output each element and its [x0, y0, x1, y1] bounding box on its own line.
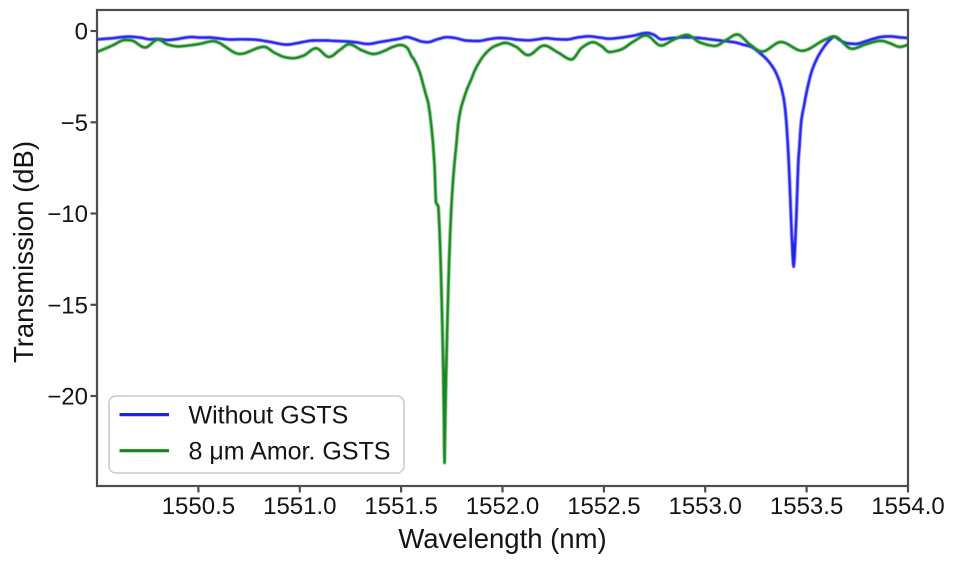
svg-text:−10: −10: [47, 201, 88, 228]
svg-text:1551.0: 1551.0: [263, 493, 336, 520]
svg-text:1553.0: 1553.0: [668, 493, 741, 520]
svg-text:1552.5: 1552.5: [567, 493, 640, 520]
svg-text:1550.5: 1550.5: [162, 493, 235, 520]
svg-text:Without GSTS: Without GSTS: [189, 401, 349, 429]
svg-text:1552.0: 1552.0: [466, 493, 539, 520]
svg-text:8 μm Amor. GSTS: 8 μm Amor. GSTS: [189, 437, 391, 465]
svg-text:−20: −20: [47, 384, 88, 411]
svg-text:−15: −15: [47, 292, 88, 319]
svg-text:Wavelength (nm): Wavelength (nm): [398, 523, 606, 554]
svg-text:0: 0: [75, 19, 88, 46]
svg-text:1554.0: 1554.0: [871, 493, 944, 520]
svg-text:Transmission (dB): Transmission (dB): [8, 141, 39, 363]
svg-text:1551.5: 1551.5: [364, 493, 437, 520]
svg-text:−5: −5: [61, 110, 88, 137]
svg-text:1553.5: 1553.5: [770, 493, 843, 520]
